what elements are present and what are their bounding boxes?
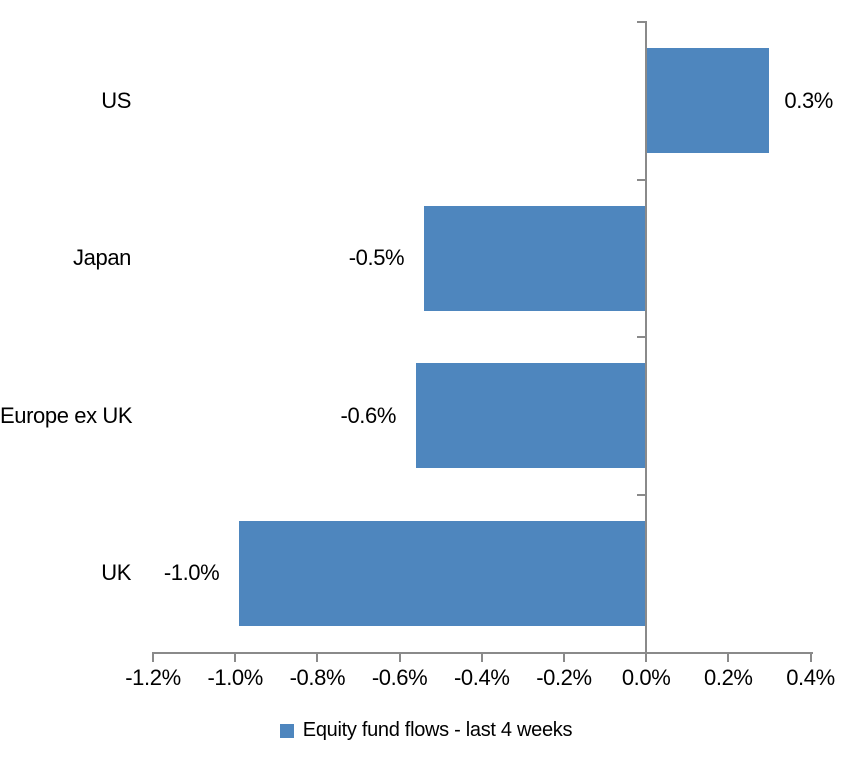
x-tick	[152, 652, 154, 662]
x-tick-label-2: -0.8%	[289, 665, 346, 690]
x-tick-label-1: -1.0%	[207, 665, 263, 690]
category-label-us: US	[101, 87, 131, 113]
data-label-us: 0.3%	[784, 87, 833, 113]
x-tick	[562, 652, 565, 662]
x-tick-label-3: -0.6%	[371, 665, 428, 690]
data-label-europe-ex-uk: -0.6%	[340, 402, 397, 428]
y-axis-line	[645, 21, 648, 662]
x-tick	[316, 652, 319, 662]
data-label-uk: -1.0%	[163, 560, 220, 586]
y-tick	[637, 178, 646, 181]
x-tick-label-7: 0.2%	[704, 665, 753, 690]
data-label-japan: -0.5%	[348, 245, 405, 271]
y-tick	[637, 336, 646, 338]
category-label-uk: UK	[101, 560, 131, 586]
category-label-europe-ex-uk: Europe ex UK	[0, 402, 133, 428]
x-tick	[809, 652, 812, 662]
category-label-japan: Japan	[73, 245, 131, 271]
legend: Equity fund flows - last 4 weeks	[0, 719, 852, 742]
legend-label: Equity fund flows - last 4 weeks	[302, 719, 573, 741]
bar-europe-ex-uk	[416, 363, 647, 469]
bar-us	[646, 48, 770, 154]
legend-swatch-icon	[279, 723, 294, 738]
x-tick-label-6: 0.0%	[621, 665, 671, 690]
x-tick-label-0: -1.2%	[125, 665, 181, 690]
x-axis-line	[153, 652, 813, 654]
x-tick	[398, 652, 401, 662]
x-tick-label-8: 0.4%	[786, 665, 835, 690]
x-tick-label-5: -0.2%	[536, 665, 592, 690]
x-tick	[645, 652, 648, 662]
bar-japan	[424, 205, 647, 311]
x-tick-label-4: -0.4%	[454, 665, 510, 690]
bar-uk	[239, 520, 647, 626]
y-tick	[637, 21, 646, 23]
x-tick	[727, 652, 730, 662]
x-tick	[480, 652, 483, 662]
x-tick	[234, 652, 237, 662]
y-tick	[637, 493, 646, 496]
